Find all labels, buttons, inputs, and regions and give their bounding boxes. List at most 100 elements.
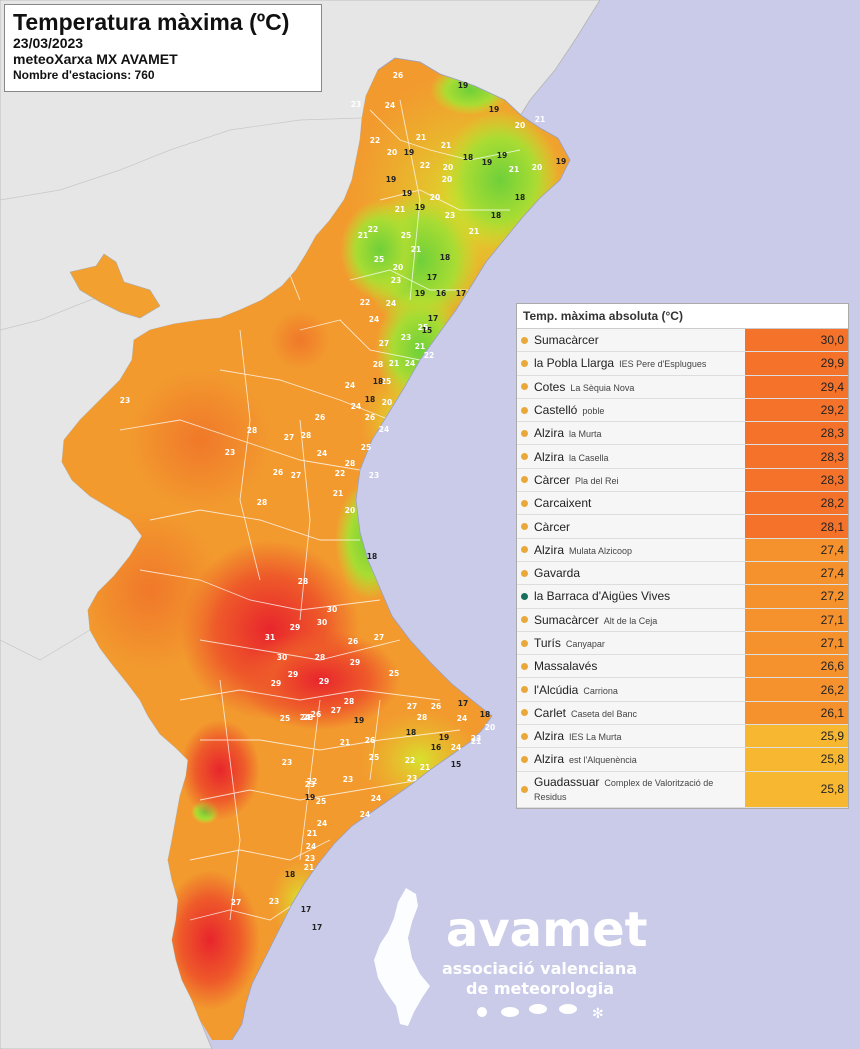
station-value: 31 <box>265 633 275 642</box>
station-value: 28 <box>344 697 354 706</box>
station-value: 25 <box>389 669 399 678</box>
station-value: 17 <box>312 923 322 932</box>
station-count: Nombre d'estacions: 760 <box>13 68 155 82</box>
station-value: 27 <box>291 471 301 480</box>
station-name-text: Càrcer <box>534 519 571 534</box>
ranking-row: la Pobla Llarga IES Pere d'Esplugues 29,9 <box>517 352 848 376</box>
station-name: Gavarda <box>517 561 745 585</box>
station-value: 19 <box>404 148 414 157</box>
station-dot <box>521 453 528 461</box>
station-value: 18 <box>373 377 383 386</box>
station-value: 18 <box>480 710 490 719</box>
station-name: Castelló poble <box>517 398 745 422</box>
station-value: 25 <box>418 323 428 332</box>
snow-icon: ✻ <box>592 1006 604 1022</box>
avamet-line1: associació valenciana <box>442 959 637 978</box>
ranking-row: Carcaixent 28,2 <box>517 492 848 516</box>
station-value: 29 <box>288 670 298 679</box>
station-value: 18 <box>463 153 473 162</box>
station-value: 27 <box>331 706 341 715</box>
station-value: 22 <box>335 469 345 478</box>
avamet-wordmark: avamet <box>446 902 648 958</box>
station-value: 19 <box>556 157 566 166</box>
station-detail: Complex de Valorització de Residus <box>534 778 714 803</box>
station-value: 24 <box>371 794 381 803</box>
station-value: 25 <box>369 753 379 762</box>
station-name-text: Càrcer <box>534 472 571 487</box>
station-value: 20 <box>515 121 525 130</box>
ranking-row: Alzira IES La Murta 25,9 <box>517 725 848 749</box>
station-value: 19 <box>402 189 412 198</box>
station-name: la Barraca d'Aigües Vives <box>517 585 745 608</box>
ranking-row: Gavarda 27,4 <box>517 561 848 586</box>
station-max-temp: 29,9 <box>745 352 848 375</box>
station-name-text: Alzira <box>534 752 565 767</box>
station-detail: La Sèquia Nova <box>570 382 635 393</box>
station-name: l'Alcúdia Carriona <box>517 678 745 701</box>
station-name-text: Alzira <box>534 729 565 744</box>
avamet-line2: de meteorologia <box>466 979 614 998</box>
station-value: 19 <box>415 289 425 298</box>
station-max-temp: 27,4 <box>745 538 848 561</box>
station-dot <box>521 523 528 531</box>
station-value: 23 <box>401 333 411 342</box>
ranking-row: Alzira est l'Alquenència 25,8 <box>517 748 848 772</box>
ranking-row: Cotes La Sèquia Nova 29,4 <box>517 375 848 399</box>
ranking-row: Alzira Mulata Alzicoop 27,4 <box>517 538 848 562</box>
station-value: 17 <box>301 905 311 914</box>
station-value: 21 <box>333 489 343 498</box>
station-value: 18 <box>515 193 525 202</box>
station-value: 24 <box>317 449 327 458</box>
station-value: 23 <box>225 448 235 457</box>
station-dot <box>521 616 528 624</box>
station-value: 26 <box>365 413 375 422</box>
ranking-title: Temp. màxima absoluta (°C) <box>517 304 848 329</box>
station-name-text: Gavarda <box>534 566 581 581</box>
station-value: 21 <box>469 227 479 236</box>
ranking-row: Carlet Caseta del Banc 26,1 <box>517 701 848 726</box>
map-network: meteoXarxa MX AVAMET <box>13 51 178 67</box>
station-name-text: Carlet <box>534 705 567 720</box>
ranking-row: Guadassuar Complex de Valorització de Res… <box>517 771 848 808</box>
station-detail: la Murta <box>569 429 602 440</box>
station-name: Guadassuar Complex de Valorització de Res… <box>517 771 745 807</box>
station-value: 17 <box>428 314 438 323</box>
station-dot <box>521 499 528 507</box>
station-dot <box>521 336 528 344</box>
station-value: 30 <box>327 605 337 614</box>
station-name: Massalavés <box>517 655 745 678</box>
station-value: 25 <box>316 797 326 806</box>
station-dot <box>521 592 528 600</box>
station-value: 28 <box>417 713 427 722</box>
station-value: 23 <box>282 758 292 767</box>
station-value: 21 <box>420 763 430 772</box>
station-value: 20 <box>345 506 355 515</box>
ranking-row: Sumacàrcer Alt de la Ceja 27,1 <box>517 608 848 632</box>
station-value: 24 <box>306 842 316 851</box>
ranking-row: la Barraca d'Aigües Vives 27,2 <box>517 585 848 609</box>
station-max-temp: 28,1 <box>745 515 848 538</box>
station-name-text: Sumacàrcer <box>534 612 599 627</box>
station-value: 19 <box>497 151 507 160</box>
station-name-text: Cotes <box>534 379 566 394</box>
station-name: Alzira IES La Murta <box>517 725 745 748</box>
station-value: 22 <box>368 225 378 234</box>
station-dot <box>521 383 528 391</box>
station-name: Alzira Mulata Alzicoop <box>517 538 745 561</box>
station-value: 30 <box>277 653 287 662</box>
station-value: 24 <box>457 714 467 723</box>
station-value: 22 <box>420 161 430 170</box>
station-value: 21 <box>395 205 405 214</box>
station-value: 23 <box>305 854 315 863</box>
station-value: 28 <box>303 713 313 722</box>
ranking-table: Temp. màxima absoluta (°C) Sumacàrcer 30,… <box>516 303 849 809</box>
station-value: 28 <box>257 498 267 507</box>
station-max-temp: 28,3 <box>745 468 848 492</box>
station-max-temp: 26,6 <box>745 655 848 678</box>
station-detail: Alt de la Ceja <box>603 615 658 626</box>
station-value: 24 <box>351 402 361 411</box>
station-detail: IES Pere d'Esplugues <box>619 359 707 370</box>
station-name-text: l'Alcúdia <box>534 682 579 697</box>
station-value: 21 <box>358 231 368 240</box>
station-value: 27 <box>231 898 241 907</box>
